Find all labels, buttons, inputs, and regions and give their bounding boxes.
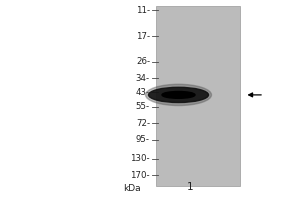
- Text: kDa: kDa: [123, 184, 141, 193]
- Text: 1: 1: [187, 182, 194, 192]
- Text: 17-: 17-: [136, 32, 150, 41]
- Text: 43-: 43-: [136, 88, 150, 97]
- Ellipse shape: [148, 87, 208, 102]
- Text: 34-: 34-: [136, 74, 150, 83]
- Ellipse shape: [146, 84, 212, 106]
- Text: 11-: 11-: [136, 6, 150, 15]
- Text: 95-: 95-: [136, 135, 150, 144]
- Text: 55-: 55-: [136, 102, 150, 111]
- Text: 72-: 72-: [136, 119, 150, 128]
- Bar: [156, 6, 240, 186]
- Ellipse shape: [162, 91, 195, 98]
- Text: 130-: 130-: [130, 154, 150, 163]
- Text: 26-: 26-: [136, 57, 150, 66]
- Text: 170-: 170-: [130, 170, 150, 180]
